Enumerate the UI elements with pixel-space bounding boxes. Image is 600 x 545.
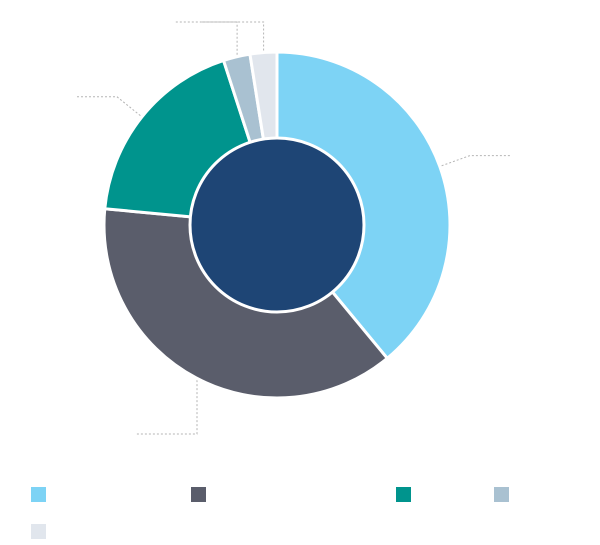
leader-line-1 xyxy=(437,155,510,168)
leader-line-4 xyxy=(175,21,238,59)
leader-line-5 xyxy=(201,21,265,55)
leader-lines xyxy=(77,21,510,435)
leader-line-3 xyxy=(77,96,144,119)
donut-center xyxy=(188,136,366,314)
slice-1 xyxy=(275,50,452,360)
leader-line-2 xyxy=(135,376,198,435)
